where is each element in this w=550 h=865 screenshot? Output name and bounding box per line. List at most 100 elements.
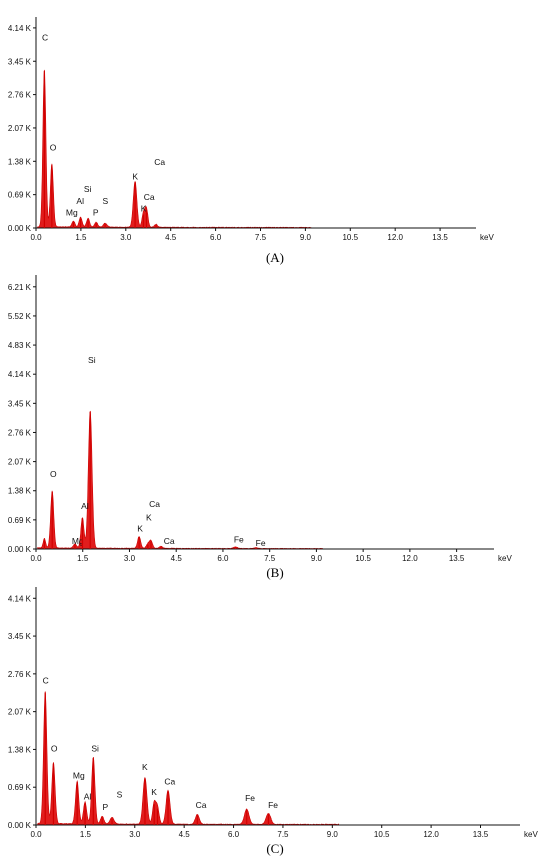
x-tick-label: 6.0 [217, 554, 229, 563]
x-tick-label: 9.0 [327, 830, 339, 839]
spectrum-fill-b [37, 410, 323, 550]
x-tick-label: 6.0 [228, 830, 240, 839]
x-tick-label: 1.5 [80, 830, 92, 839]
y-tick-label: 6.21 K [8, 283, 32, 292]
x-tick-label: 6.0 [210, 233, 222, 242]
element-label-s: S [117, 790, 123, 800]
element-label-al: Al [84, 791, 92, 801]
x-tick-label: 0.0 [30, 830, 42, 839]
spectrum-fill-c [37, 691, 340, 826]
element-label-c: C [42, 32, 48, 42]
y-tick-label: 0.00 K [8, 224, 32, 233]
element-label-fe: Fe [268, 800, 278, 810]
y-tick-label: 5.52 K [8, 312, 32, 321]
element-label-al: Al [81, 501, 89, 511]
y-tick-label: 2.07 K [8, 458, 32, 467]
x-tick-label: 10.5 [355, 554, 371, 563]
y-tick-label: 2.76 K [8, 670, 32, 679]
y-tick-label: 1.38 K [8, 745, 32, 754]
element-label-o: O [51, 744, 58, 754]
y-tick-label: 2.07 K [8, 708, 32, 717]
element-label-fe: Fe [245, 793, 255, 803]
element-label-k: K [132, 172, 138, 182]
element-label-ca: Ca [196, 800, 207, 810]
x-tick-label: 1.5 [75, 233, 87, 242]
element-label-ca: Ca [149, 499, 160, 509]
x-tick-label: 12.0 [402, 554, 418, 563]
x-unit-a: keV [480, 233, 494, 242]
y-tick-label: 3.45 K [8, 632, 32, 641]
x-tick-label: 9.0 [311, 554, 323, 563]
y-tick-label: 1.38 K [8, 487, 32, 496]
spectrum-fill-a [37, 69, 312, 229]
element-label-ca: Ca [164, 536, 175, 546]
y-tick-label: 0.69 K [8, 783, 32, 792]
x-tick-label: 10.5 [342, 233, 358, 242]
x-tick-label: 12.0 [423, 830, 439, 839]
element-label-mg: Mg [66, 207, 78, 217]
panel-label-c: (C) [266, 841, 283, 856]
x-tick-label: 10.5 [374, 830, 390, 839]
x-tick-label: 9.0 [300, 233, 312, 242]
y-tick-label: 0.00 K [8, 821, 32, 830]
x-tick-label: 13.5 [473, 830, 489, 839]
y-tick-label: 0.69 K [8, 191, 32, 200]
element-label-c: C [43, 676, 49, 686]
y-tick-label: 3.45 K [8, 399, 32, 408]
x-tick-label: 4.5 [179, 830, 191, 839]
element-label-ca: Ca [164, 776, 175, 786]
element-label-k: K [137, 523, 143, 533]
x-tick-label: 7.5 [255, 233, 267, 242]
element-label-p: P [103, 802, 109, 812]
x-tick-label: 4.5 [171, 554, 183, 563]
x-tick-label: 7.5 [277, 830, 289, 839]
x-tick-label: 3.0 [120, 233, 132, 242]
element-label-mg: Mg [72, 536, 84, 546]
element-label-si: Si [88, 355, 96, 365]
x-tick-label: 7.5 [264, 554, 276, 563]
element-label-mg: Mg [73, 770, 85, 780]
x-tick-label: 3.0 [124, 554, 136, 563]
element-label-p: P [93, 207, 99, 217]
x-tick-label: 1.5 [77, 554, 89, 563]
element-label-k: K [151, 787, 157, 797]
x-unit-c: keV [524, 830, 538, 839]
element-label-si: Si [91, 744, 99, 754]
element-label-s: S [102, 196, 108, 206]
element-label-si: Si [84, 184, 92, 194]
element-label-o: O [50, 143, 57, 153]
element-label-k: K [142, 762, 148, 772]
element-label-k: K [141, 204, 147, 214]
element-label-al: Al [76, 196, 84, 206]
y-tick-label: 2.07 K [8, 124, 32, 133]
spectrum-panel-a: 0.00 K 0.69 K 1.38 K 2.07 K 2.76 K 3.45 K 4.14… [8, 17, 494, 265]
x-tick-label: 13.5 [449, 554, 465, 563]
y-tick-label: 4.14 K [8, 370, 32, 379]
element-label-ca: Ca [144, 192, 155, 202]
element-label-fe: Fe [256, 538, 266, 548]
y-tick-label: 4.14 K [8, 24, 32, 33]
y-tick-label: 3.45 K [8, 57, 32, 66]
x-tick-label: 3.0 [129, 830, 141, 839]
y-tick-label: 0.69 K [8, 516, 32, 525]
y-tick-label: 2.76 K [8, 428, 32, 437]
x-tick-label: 13.5 [432, 233, 448, 242]
x-unit-b: keV [498, 554, 512, 563]
panel-label-a: (A) [266, 250, 284, 265]
y-tick-label: 1.38 K [8, 157, 32, 166]
spectrum-panel-b: 0.00 K 0.69 K 1.38 K 2.07 K 2.76 K 3.45 K 4.14… [8, 275, 512, 580]
x-tick-label: 4.5 [165, 233, 177, 242]
x-tick-label: 0.0 [30, 233, 42, 242]
y-tick-label: 2.76 K [8, 91, 32, 100]
y-tick-label: 0.00 K [8, 545, 32, 554]
element-label-k: K [146, 513, 152, 523]
y-tick-label: 4.83 K [8, 341, 32, 350]
y-tick-label: 4.14 K [8, 594, 32, 603]
x-tick-label: 12.0 [387, 233, 403, 242]
element-label-o: O [50, 469, 57, 479]
element-label-ca: Ca [154, 157, 165, 167]
panel-label-b: (B) [266, 565, 283, 580]
spectrum-panel-c: 0.00 K 0.69 K 1.38 K 2.07 K 2.76 K 3.45 K 4.14… [8, 587, 538, 856]
x-tick-label: 0.0 [30, 554, 42, 563]
